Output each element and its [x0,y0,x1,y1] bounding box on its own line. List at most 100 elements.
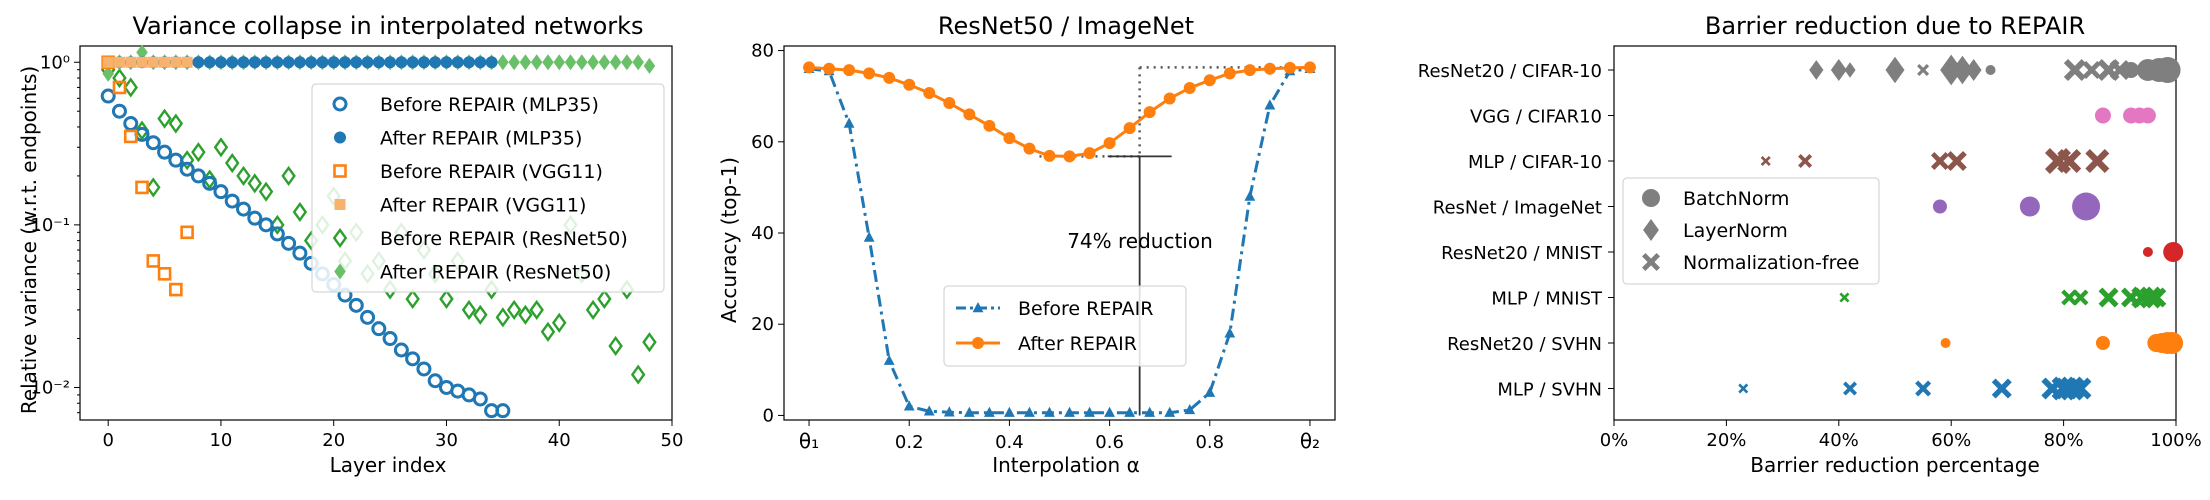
chart3-category-label: VGG / CIFAR10 [1470,107,1602,128]
chart2-point [863,231,875,242]
chart2-point [1003,132,1016,145]
chart2-point [1083,147,1096,160]
chart3-point [1915,380,1932,397]
chart1-point [179,161,195,177]
chart3-category-label: ResNet / ImageNet [1433,198,1602,219]
chart1-point [168,152,184,168]
chart2-ylabel: Accuracy (top-1) [717,157,741,323]
chart2-ytick-label: 20 [751,314,774,335]
chart1-point [416,361,432,377]
chart1-point [451,56,464,69]
chart1-point [350,56,363,69]
chart3-point [1760,156,1771,166]
chart1-point [348,297,364,313]
chart2-point [1143,106,1156,119]
chart1-legend-label: After REPAIR (VGG11) [380,195,586,217]
chart1-point [258,181,274,202]
chart1-point [506,299,522,320]
chart1-point [170,56,182,68]
chart3-point [2069,377,2092,400]
chart1-point [281,235,297,251]
chart1-point [247,173,263,194]
chart1-point [157,267,172,281]
chart3-point [2061,289,2078,306]
chart2-point [923,86,936,99]
chart2-point [1144,406,1156,417]
chart1-point [585,299,601,320]
chart1-point [530,54,543,71]
chart1-point [508,54,520,71]
chart1-point [180,225,194,240]
chart3-point [2094,107,2111,124]
chart1-point [327,56,340,69]
chart3-point [1798,154,1813,168]
chart3-point [1830,59,1847,81]
chart1-xlabel: Layer index [330,453,447,477]
chart1-point [564,54,577,71]
chart2-point [1283,61,1296,74]
chart1-point [260,56,273,69]
chart2-point [903,400,915,411]
chart1-title: Variance collapse in interpolated networ… [132,12,643,40]
chart1-point [485,56,498,69]
chart2-ytick-label: 0 [763,405,774,426]
chart3-xlabel: Barrier reduction percentage [1750,453,2040,477]
chart1-point [495,307,511,328]
chart2-series-line [808,67,1311,415]
chart1-point [168,113,184,134]
chart3-point [2085,149,2110,173]
chart2-point [1184,403,1196,415]
chart2-point [1243,64,1256,77]
chart1-point [417,56,430,69]
chart1-point [518,304,533,325]
chart1-point [192,56,205,69]
chart2-point [923,405,935,416]
chart2-point [843,117,855,128]
chart2-point [943,97,956,110]
chart1-point [382,331,398,347]
chart1-point [292,201,308,223]
chart1-ytick-label: 10⁻¹ [30,215,70,236]
chart3-point [1940,54,1963,86]
chart3-point [1839,292,1850,303]
chart1-series [102,56,193,68]
chart2-xtick-label: 0.2 [895,432,924,453]
chart2-point [903,78,916,91]
chart2-series [803,61,1316,163]
chart1-point [630,364,646,385]
chart1-point [159,56,171,68]
chart2-point [983,119,996,132]
chart1-point [123,77,138,98]
chart2-point [803,61,816,74]
chart3-point [2063,59,2086,81]
chart2-point [1123,122,1136,135]
chart3-title: Barrier reduction due to REPAIR [1705,12,2085,40]
chart1-point [293,56,306,69]
chart1-point [597,288,612,310]
chart1-point [395,56,408,69]
chart2-point [843,64,856,77]
chart1-point [181,56,193,68]
chart1-point [474,56,487,69]
chart2-point [1244,190,1256,201]
chart1-point [371,321,387,337]
chart1-ytick-label: 10⁰ [40,52,70,73]
chart2-legend-box [943,285,1187,367]
chart3-point [1932,199,1947,214]
chart3-row [2094,107,2156,124]
chart3-xtick-label: 0% [1600,430,1629,451]
chart3-point [2142,247,2153,257]
chart2-point [1043,149,1056,162]
chart1-xtick-label: 0 [102,430,113,451]
chart2-point [1044,406,1055,417]
chart3-point [1965,59,1982,81]
chart1-point [361,56,374,69]
chart1-point [112,67,127,89]
chart1-point [179,150,195,171]
chart1-legend-marker [334,263,346,280]
chart2-ytick-label: 60 [751,132,774,153]
chart1-legend-label: After REPAIR (MLP35) [380,128,582,150]
panel-variance-collapse: Variance collapse in interpolated networ… [17,12,683,477]
chart1-point [136,56,148,68]
